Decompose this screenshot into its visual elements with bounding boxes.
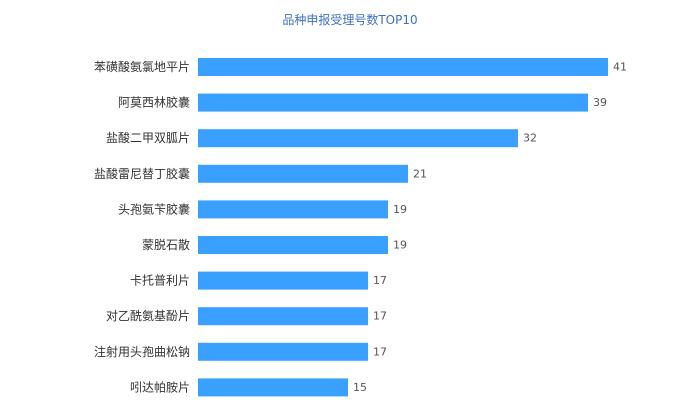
value-label: 19: [393, 203, 407, 216]
bar[interactable]: [198, 307, 368, 326]
value-label: 17: [373, 345, 387, 358]
bar[interactable]: [198, 271, 368, 290]
value-label: 17: [373, 274, 387, 287]
category-label: 盐酸二甲双胍片: [106, 130, 190, 145]
category-label: 苯磺酸氨氯地平片: [94, 59, 190, 74]
bar[interactable]: [198, 164, 408, 183]
category-label: 蒙脱石散: [142, 237, 190, 252]
value-label: 41: [613, 61, 627, 74]
value-label: 19: [393, 239, 407, 252]
value-label: 15: [353, 381, 367, 394]
bar[interactable]: [198, 58, 608, 76]
bar[interactable]: [198, 342, 368, 361]
category-label: 头孢氨苄胶囊: [118, 201, 190, 216]
category-label: 吲达帕胺片: [130, 379, 190, 394]
category-label: 对乙酰氨基酚片: [106, 309, 190, 323]
value-label: 32: [523, 132, 537, 145]
value-label: 39: [593, 96, 607, 109]
category-label: 卡托普利片: [130, 274, 190, 288]
chart-title: 品种申报受理号数TOP10: [282, 13, 418, 27]
value-label: 21: [413, 167, 427, 180]
bar[interactable]: [198, 93, 588, 112]
bar[interactable]: [198, 129, 518, 148]
category-label: 注射用头孢曲松钠: [94, 344, 190, 359]
category-label: 盐酸雷尼替丁胶囊: [94, 166, 190, 181]
bar[interactable]: [198, 378, 348, 397]
bar[interactable]: [198, 236, 388, 254]
category-label: 阿莫西林胶囊: [118, 95, 190, 110]
value-label: 17: [373, 310, 387, 323]
bar[interactable]: [198, 200, 388, 219]
